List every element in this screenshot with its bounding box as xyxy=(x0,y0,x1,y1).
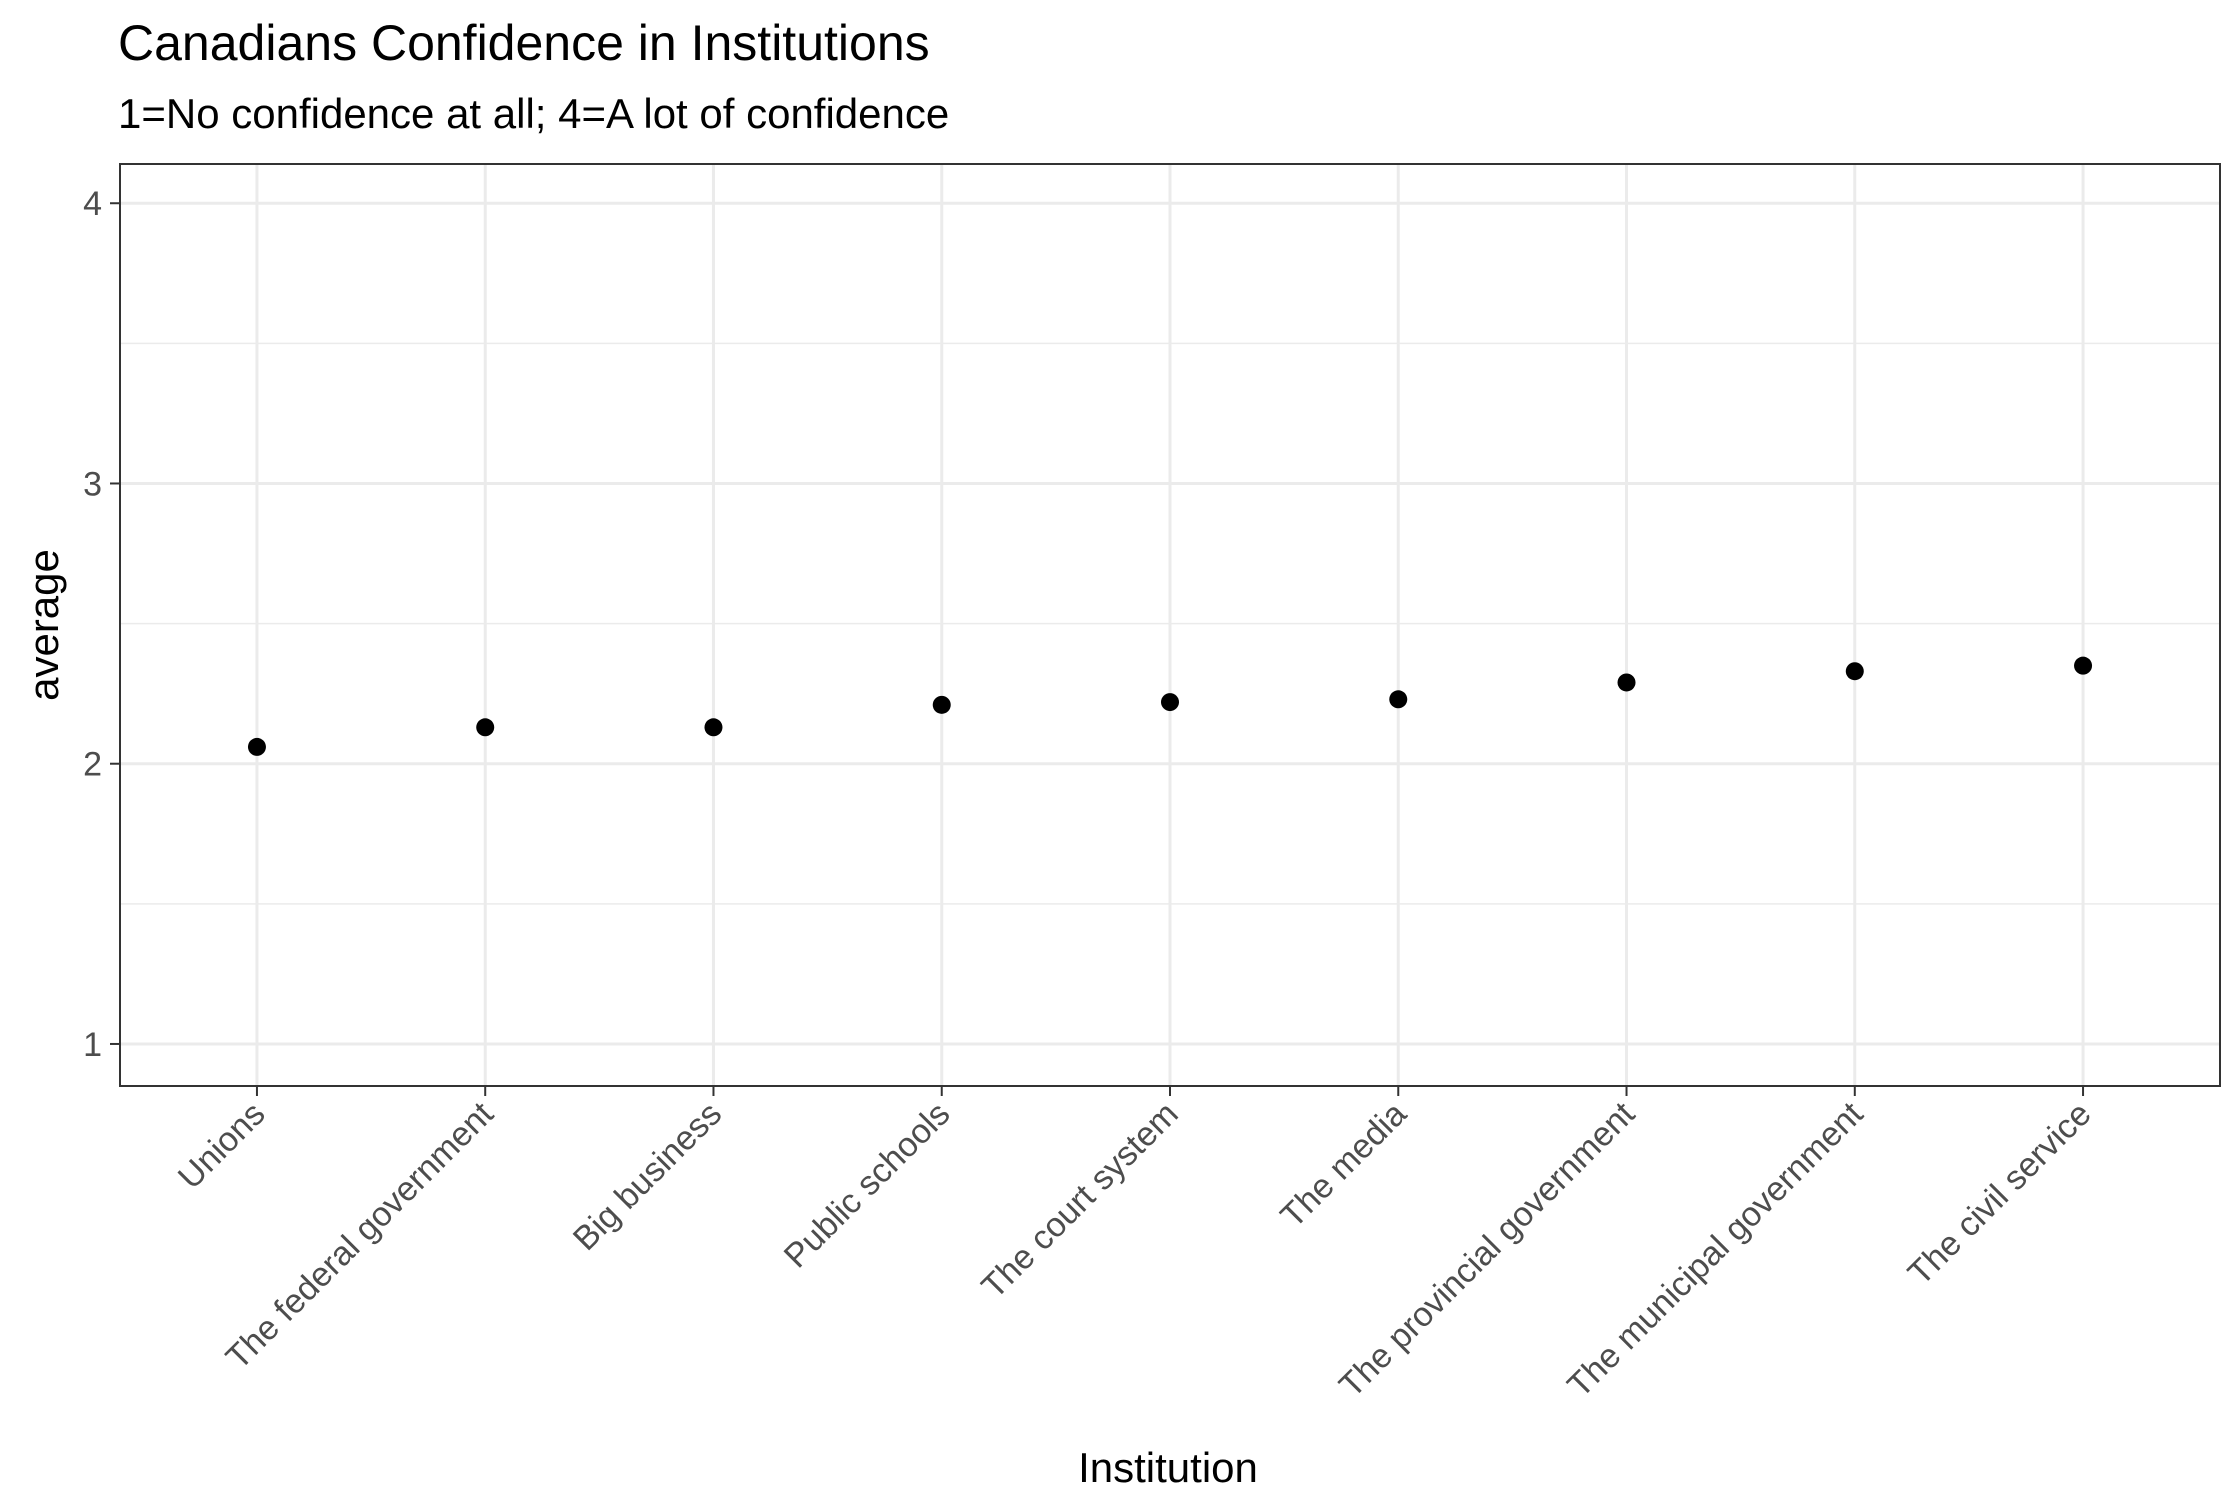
data-point xyxy=(2074,656,2093,675)
data-point xyxy=(1389,690,1408,709)
data-points xyxy=(247,656,2093,756)
data-point xyxy=(704,718,723,737)
data-point xyxy=(1845,662,1864,681)
x-tick-label: Public schools xyxy=(777,1095,958,1276)
y-tick-label: 3 xyxy=(83,465,102,503)
x-tick-label: The civil service xyxy=(1901,1095,2099,1293)
y-tick-label: 2 xyxy=(83,746,102,784)
y-tick-label: 1 xyxy=(83,1026,102,1064)
major-gridlines xyxy=(120,164,2220,1086)
x-tick-label: The court system xyxy=(974,1095,1185,1306)
data-point xyxy=(932,695,951,714)
data-point xyxy=(476,718,495,737)
y-axis-label: average xyxy=(20,549,67,701)
data-point xyxy=(1161,693,1179,712)
x-tick-label: The media xyxy=(1273,1095,1414,1236)
x-axis-label: Institution xyxy=(1078,1444,1258,1491)
data-point xyxy=(1617,673,1636,692)
x-tick-label: The federal government xyxy=(219,1094,502,1377)
chart-subtitle: 1=No confidence at all; 4=A lot of confi… xyxy=(118,90,949,137)
y-tick-label: 4 xyxy=(83,185,102,223)
y-axis-ticks: 1 2 3 4 xyxy=(83,185,120,1064)
data-point xyxy=(247,737,266,756)
x-tick-label: Big business xyxy=(566,1095,729,1258)
x-tick-label: Unions xyxy=(171,1095,273,1197)
chart-title: Canadians Confidence in Institutions xyxy=(118,15,930,71)
